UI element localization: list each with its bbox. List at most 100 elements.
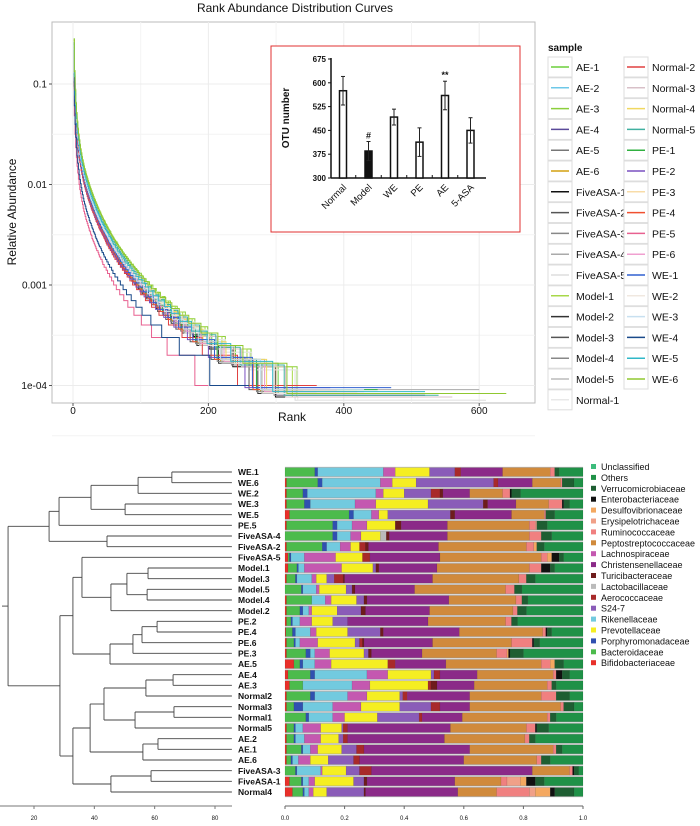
segment-Christensenellaceae [347,723,451,733]
segment-Bifidobacteriaceae [284,702,287,712]
legend-label: AE-4 [576,124,600,136]
segment-Christensenellaceae [368,542,439,552]
segment-Erysipelotrichaceae [506,776,521,786]
curve-WE-5 [73,44,426,393]
legend-label: AE-5 [576,145,600,157]
segment-S24-7 [363,648,369,658]
legend-swatch [591,583,596,589]
legend-label: Model-3 [576,332,614,344]
segment-Porphyromonadaceae [305,712,309,722]
row-label: AE.4 [238,670,257,680]
legend-label: WE-5 [652,353,678,365]
segment-Bifidobacteriaceae [284,680,290,690]
segment-Others [551,627,584,637]
segment-Enterobacteriaceae [551,552,560,562]
segment-Peptostreptococcaceae [436,563,530,573]
segment-Christensenellaceae [436,680,475,690]
segment-Rikenellaceae [302,702,333,712]
legend-label: Enterobacteriaceae [601,495,679,505]
segment-Peptostreptococcaceae [444,734,526,744]
segment-Others [520,488,584,498]
legend-label: Normal-3 [652,83,695,95]
segment-Verrucomicrobiaceae [511,488,521,498]
segment-Peptostreptococcaceae [429,606,514,616]
legend-label: FiveASA-5 [576,270,626,282]
segment-Lachnospiraceae [339,542,351,552]
family-legend-item: Ruminococcaceae [591,527,675,537]
segment-Rikenellaceae [353,510,372,520]
segment-Prevotellaceae [331,659,388,669]
legend-label: Model-5 [576,374,614,386]
segment-Prevotellaceae [322,766,347,776]
segment-Porphyromonadaceae [295,574,298,584]
dendrogram-tick-label: 40 [91,816,98,822]
legend-swatch [591,660,596,666]
row-label: WE.5 [238,510,259,520]
legend-label: WE-4 [652,332,678,344]
segment-Others [544,776,584,786]
segment-Others [539,638,584,648]
segment-Verrucomicrobiaceae [514,584,523,594]
segment-Christensenellaceae [347,734,445,744]
segment-Ruminococcaceae [553,744,557,754]
segment-S24-7 [326,787,365,797]
segment-Prevotellaceae [395,467,430,477]
segment-Peptostreptococcaceae [447,520,530,530]
stacked-bar-row [284,776,584,787]
legend-swatch [591,464,596,469]
segment-Ruminococcaceae [518,574,527,584]
row-label: Normal4 [238,787,272,797]
segment-Peptostreptococcaceae [515,499,549,509]
segment-Desulfovibrionaceae [547,552,552,562]
legend-item: PE-2 [623,160,676,182]
segment-Peptostreptococcaceae [469,691,542,701]
stacked-bar-row [284,520,584,531]
y-tick-label: 0.001 [22,281,47,292]
segment-Rikenellaceae [336,531,351,541]
segment-Porphyromonadaceae [292,627,296,637]
row-label: PE.3 [238,649,257,659]
segment-Enterobacteriaceae [572,766,575,776]
segment-Enterobacteriaceae [550,787,555,797]
segment-Erysipelotrichaceae [535,520,537,530]
segment-Christensenellaceae [389,531,448,541]
segment-Lactobacillaceae [380,531,387,541]
segment-Turicibacteraceae [483,499,488,509]
segment-Christensenellaceae [378,563,438,573]
segment-Porphyromonadaceae [293,723,296,733]
segment-Peptostreptococcaceae [447,531,530,541]
dendrogram-tick-label: 20 [31,816,38,822]
segment-Desulfovibrionaceae [533,542,537,552]
row-label: PE.5 [238,521,257,531]
y-tick-label: 0.1 [33,80,47,91]
legend-label: Porphyromonadaceae [601,636,690,646]
segment-Verrucomicrobiaceae [535,776,545,786]
segment-Rikenellaceae [302,776,309,786]
segment-Christensenellaceae [354,584,415,594]
y-axis-label: Relative Abundance [5,158,19,265]
row-label: FiveASA-3 [238,766,281,776]
segment-Bifidobacteriaceae [284,499,287,509]
segment-Prevotellaceae [313,787,327,797]
segment-Lachnospiraceae [314,659,332,669]
segment-Bacteroidaceae [284,467,315,477]
curve-WE-6 [73,39,507,394]
segment-S24-7 [356,595,365,605]
legend-label: Bacteroidaceae [601,647,664,657]
segment-Rikenellaceae [302,584,317,594]
segment-Others [573,702,584,712]
legend-swatch [591,540,596,546]
segment-Verrucomicrobiaceae [526,574,536,584]
segment-Peptostreptococcaceae [432,574,520,584]
legend-label: Verrucomicrobiaceae [601,484,686,494]
segment-S24-7 [404,488,432,498]
segment-Peptostreptococcaceae [469,488,503,498]
legend-item: AE-4 [547,118,600,140]
segment-Bacteroidaceae [289,510,350,520]
row-label: FiveASA-4 [238,531,281,541]
segment-Bifidobacteriaceae [284,510,290,520]
stacked-bar-row [284,626,584,638]
stacked-bar-row [284,701,584,712]
stacked-bar-row [284,552,584,563]
